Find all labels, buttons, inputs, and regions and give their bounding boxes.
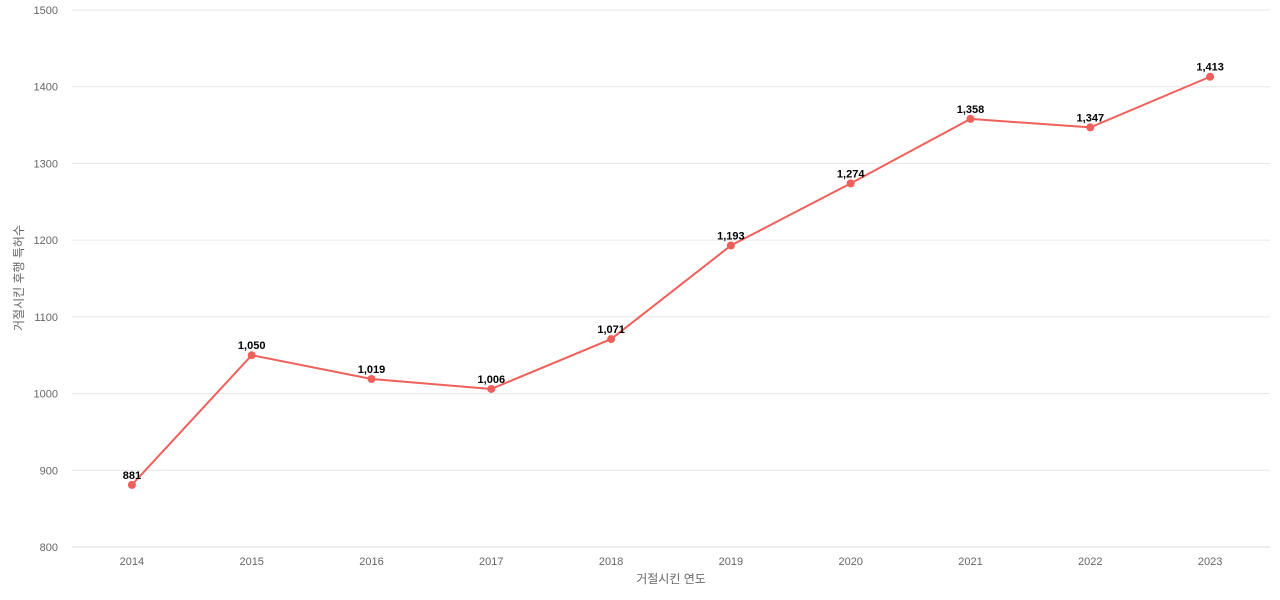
y-axis-ticks: 800 900 1000 1100 1200 1300 1400 1500 xyxy=(34,5,58,554)
series-layer xyxy=(127,72,1215,489)
data-label: 1,358 xyxy=(957,104,985,116)
x-tick-label: 2016 xyxy=(359,556,383,568)
x-tick-label: 2020 xyxy=(838,556,862,568)
x-tick-label: 2015 xyxy=(239,556,263,568)
y-tick-label: 1300 xyxy=(34,158,58,170)
data-point xyxy=(846,179,855,188)
data-point xyxy=(966,114,975,123)
y-tick-label: 1200 xyxy=(34,235,58,247)
data-label: 1,050 xyxy=(238,340,266,352)
data-label: 1,274 xyxy=(837,168,865,180)
data-label: 1,413 xyxy=(1196,62,1224,74)
y-tick-label: 1000 xyxy=(34,389,58,401)
data-label: 1,347 xyxy=(1077,112,1105,124)
y-tick-label: 900 xyxy=(40,465,58,477)
data-point xyxy=(127,480,136,489)
data-point xyxy=(487,384,496,393)
data-point xyxy=(1206,72,1215,81)
y-tick-label: 1400 xyxy=(34,82,58,94)
x-tick-label: 2021 xyxy=(958,556,982,568)
x-tick-label: 2014 xyxy=(120,556,144,568)
data-label: 1,193 xyxy=(717,231,745,243)
data-point xyxy=(726,241,735,250)
x-tick-label: 2022 xyxy=(1078,556,1102,568)
x-axis-ticks: 2014 2015 2016 2017 2018 2019 2020 2021 2022 2023 xyxy=(120,556,1223,568)
gridlines xyxy=(72,9,1270,548)
x-tick-label: 2023 xyxy=(1198,556,1222,568)
data-point xyxy=(607,335,616,344)
x-tick-label: 2018 xyxy=(599,556,623,568)
data-labels: 881 1,050 1,019 1,006 1,071 1,193 1,274 1,358 1,… xyxy=(123,62,1224,482)
x-tick-label: 2017 xyxy=(479,556,503,568)
y-tick-label: 800 xyxy=(40,542,58,554)
data-label: 1,071 xyxy=(597,324,625,336)
y-tick-label: 1100 xyxy=(34,312,58,324)
x-axis-title: 거절시킨 연도 xyxy=(636,572,706,586)
y-axis-title: 거절시킨 후행 특허수 xyxy=(11,225,26,331)
series-line xyxy=(131,75,1211,486)
data-point xyxy=(247,351,256,360)
y-tick-label: 1500 xyxy=(34,5,58,17)
data-point xyxy=(1086,123,1095,132)
data-label: 881 xyxy=(123,470,141,482)
data-point xyxy=(367,374,376,383)
data-label: 1,006 xyxy=(478,374,506,386)
data-label: 1,019 xyxy=(358,364,386,376)
x-tick-label: 2019 xyxy=(719,556,743,568)
